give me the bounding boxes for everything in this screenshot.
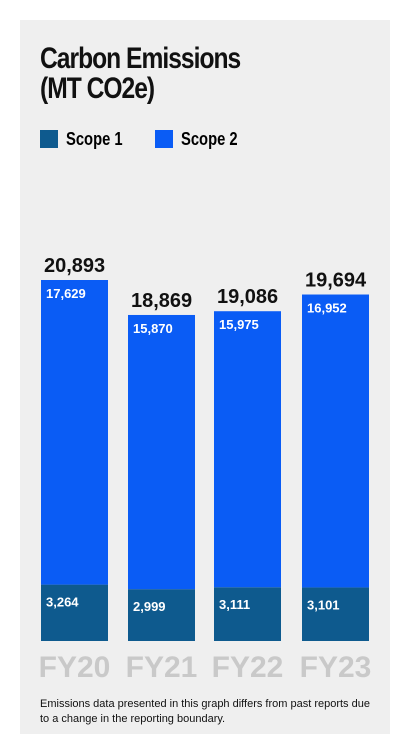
bar-scope-2-fy22: [214, 311, 281, 588]
bar-scope-1-fy23: [302, 587, 369, 641]
data-label-scope-1-fy21: 2,999: [133, 599, 166, 614]
data-label-scope-1-fy20: 3,264: [46, 595, 79, 610]
legend-item-scope-1: Scope 1: [40, 129, 135, 150]
data-label-scope-2-fy22: 15,975: [219, 317, 259, 332]
total-label-fy22: 19,086: [217, 286, 278, 308]
category-label-fy23: FY23: [300, 651, 372, 684]
total-label-fy20: 20,893: [44, 255, 105, 277]
chart-legend: Scope 1 Scope 2: [40, 128, 270, 150]
chart-title-line-1: Carbon Emissions: [40, 42, 241, 75]
legend-label-scope-1: Scope 1: [66, 128, 123, 149]
bar-scope-1-fy22: [214, 587, 281, 641]
chart-title: Carbon Emissions (MT CO2e): [40, 44, 311, 104]
category-label-fy20: FY20: [39, 651, 111, 684]
chart-title-line-2: (MT CO2e): [40, 72, 155, 105]
bar-scope-2-fy20: [41, 280, 108, 585]
bar-scope-2-fy23: [302, 294, 369, 588]
category-label-fy21: FY21: [126, 651, 198, 684]
footnote: Emissions data presented in this graph d…: [40, 698, 370, 725]
category-label-fy22: FY22: [212, 651, 284, 684]
bar-scope-1-fy20: [41, 584, 108, 641]
legend-swatch-scope-2: [155, 130, 174, 148]
total-label-fy21: 18,869: [131, 290, 192, 312]
data-label-scope-2-fy20: 17,629: [46, 286, 86, 301]
data-label-scope-1-fy23: 3,101: [307, 597, 340, 612]
legend-item-scope-2: Scope 2: [155, 129, 250, 150]
bar-scope-1-fy21: [128, 589, 195, 641]
total-label-fy23: 19,694: [305, 270, 367, 292]
data-label-scope-2-fy23: 16,952: [307, 301, 347, 316]
legend-label-scope-2: Scope 2: [181, 128, 238, 149]
bar-scope-2-fy21: [128, 314, 195, 590]
data-label-scope-2-fy21: 15,870: [133, 321, 173, 336]
legend-swatch-scope-1: [40, 130, 58, 148]
data-label-scope-1-fy22: 3,111: [219, 597, 250, 612]
